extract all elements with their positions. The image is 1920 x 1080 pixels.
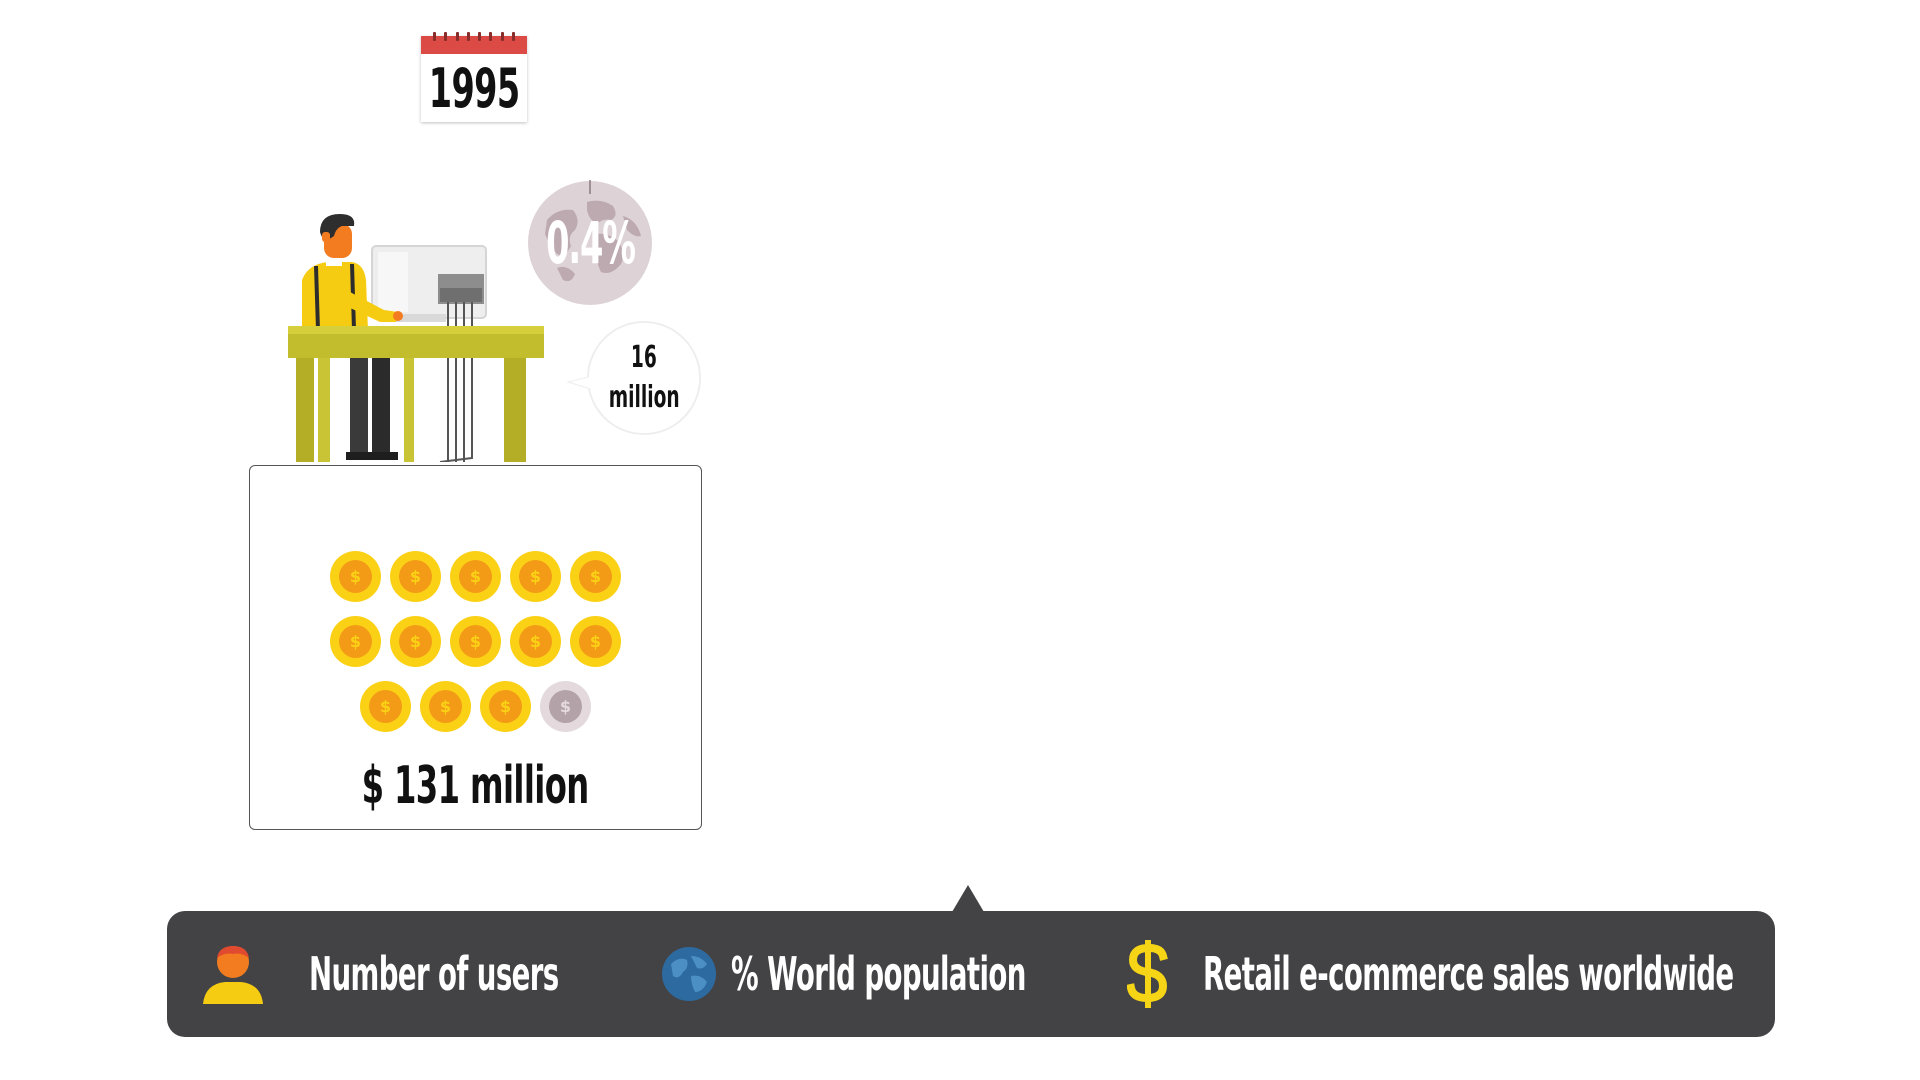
coin-icon	[450, 551, 501, 602]
coin-icon	[330, 616, 381, 667]
calendar-header	[421, 32, 527, 54]
legend-label-world-population: % World population	[731, 947, 1026, 1001]
legend-item-retail-sales[interactable]: Retail e-commerce sales worldwide	[1127, 911, 1920, 1037]
sales-panel: $ 131 million	[249, 465, 702, 830]
legend-label-retail-sales: Retail e-commerce sales worldwide	[1203, 947, 1734, 1001]
legend-item-world-population[interactable]: % World population	[661, 911, 1222, 1037]
coin-icon	[420, 681, 471, 732]
coin-icon	[330, 551, 381, 602]
coin-grid	[250, 551, 701, 746]
legend-label-users: Number of users	[309, 947, 559, 1001]
coin-icon-empty	[540, 681, 591, 732]
world-population-percent: 0.4%	[545, 209, 636, 277]
year-label: 1995	[428, 56, 520, 120]
coin-icon	[570, 551, 621, 602]
dollar-icon	[1127, 940, 1168, 1008]
coin-icon	[450, 616, 501, 667]
coin-row	[250, 551, 701, 602]
coin-icon	[570, 616, 621, 667]
coin-icon	[510, 551, 561, 602]
users-count-value: 16	[631, 340, 657, 375]
globe-icon	[528, 180, 652, 305]
coin-row	[250, 616, 701, 667]
calendar-icon: 1995	[421, 32, 527, 122]
world-population-globe: 0.4%	[527, 180, 653, 306]
legend-item-users[interactable]: Number of users	[197, 911, 725, 1037]
legend-bar: Number of users % World population Retai…	[167, 911, 1775, 1037]
legend-pointer	[952, 885, 984, 912]
person-at-computer-illustration	[288, 214, 544, 462]
sales-value: $ 131 million	[361, 756, 590, 816]
globe-icon	[662, 947, 716, 1001]
coin-icon	[390, 616, 441, 667]
coin-icon	[480, 681, 531, 732]
coin-row	[250, 681, 701, 732]
users-count-bubble: 16 million	[566, 318, 702, 438]
user-icon	[203, 946, 263, 1004]
coin-icon	[360, 681, 411, 732]
users-count-unit: million	[608, 380, 680, 415]
coin-icon	[390, 551, 441, 602]
coin-icon	[510, 616, 561, 667]
